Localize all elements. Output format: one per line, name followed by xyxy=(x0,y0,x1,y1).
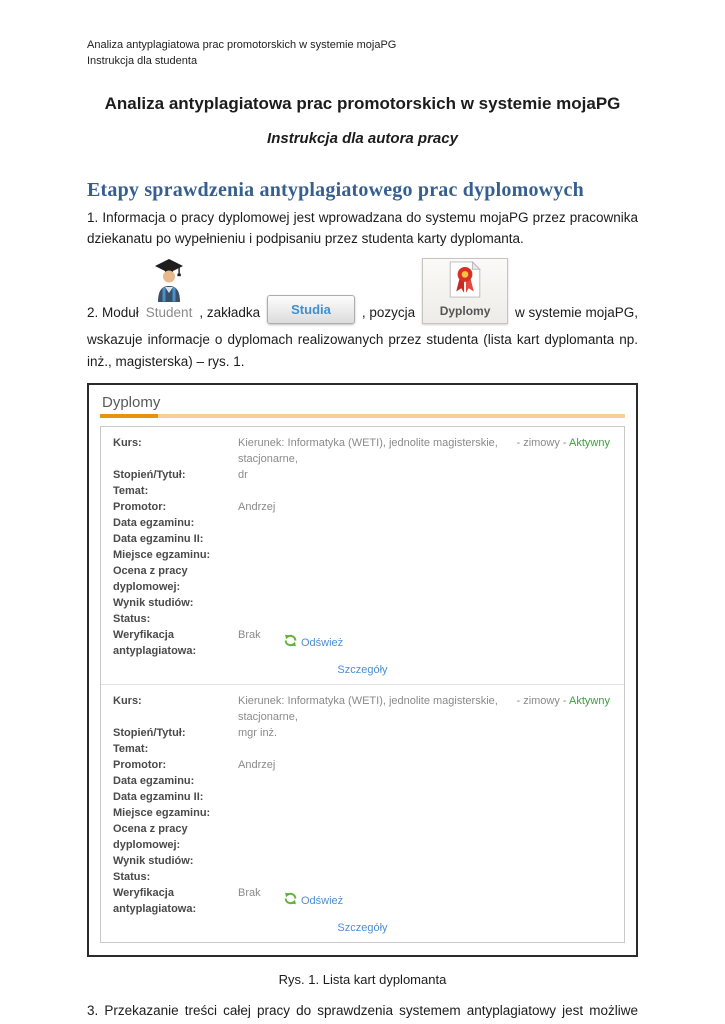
field-row: Wynik studiów: xyxy=(113,853,612,869)
details-link[interactable]: Szczegóły xyxy=(337,922,388,935)
student-module-label: Student xyxy=(145,305,193,321)
dyplomy-button-label: Dyplomy xyxy=(439,303,491,318)
field-row: Data egzaminu II: xyxy=(113,531,612,547)
diploma-records-box: Kurs: Kierunek: Informatyka (WETI), jedn… xyxy=(100,426,625,944)
field-label: Data egzaminu: xyxy=(113,775,195,788)
refresh-link[interactable]: Odśwież xyxy=(301,895,344,908)
status-active-badge: Aktywny xyxy=(569,437,610,450)
field-label: Weryfikacja antyplagiatowa: xyxy=(113,629,197,658)
paragraph-2-continuation: wskazuje informacje o dyplomach realizow… xyxy=(87,332,638,369)
field-row-weryfikacja: Weryfikacja antyplagiatowa: Brak Odśwież xyxy=(113,885,612,917)
field-row: Wynik studiów: xyxy=(113,595,612,611)
diploma-record-1: Kurs: Kierunek: Informatyka (WETI), jedn… xyxy=(101,427,624,684)
student-avatar-icon xyxy=(153,258,185,303)
paragraph-2-lead: 2. Moduł xyxy=(87,305,139,321)
field-row: Data egzaminu: xyxy=(113,773,612,789)
field-row: Promotor: Andrzej xyxy=(113,757,612,773)
course-status: - zimowy - Aktywny xyxy=(516,693,612,725)
details-link[interactable]: Szczegóły xyxy=(337,664,388,677)
field-label: Wynik studiów: xyxy=(113,855,194,868)
field-value: mgr inż. xyxy=(238,727,278,740)
semester-note: - zimowy - xyxy=(516,437,567,450)
verification-value: Brak xyxy=(238,887,261,900)
document-title: Analiza antyplagiatowa prac promotorskic… xyxy=(104,93,621,113)
field-row: Temat: xyxy=(113,741,612,757)
field-label: Temat: xyxy=(113,743,149,756)
field-label: Temat: xyxy=(113,485,149,498)
paragraph-3: 3. Przekazanie treści całej pracy do spr… xyxy=(87,1003,638,1019)
header-line-2: Instrukcja dla studenta xyxy=(87,54,198,67)
field-row: Miejsce egzaminu: xyxy=(113,805,612,821)
refresh-icon xyxy=(284,634,297,652)
field-value: Kierunek: Informatyka (WETI), jednolite … xyxy=(238,695,498,724)
verification-value: Brak xyxy=(238,629,261,642)
field-row-kurs: Kurs: Kierunek: Informatyka (WETI), jedn… xyxy=(113,693,612,725)
field-label: Wynik studiów: xyxy=(113,597,194,610)
field-row: Data egzaminu: xyxy=(113,515,612,531)
panel-accent-bar xyxy=(100,414,625,419)
studia-tab-button[interactable]: Studia xyxy=(267,295,355,325)
field-label: Ocena z pracy dyplomowej: xyxy=(113,565,188,594)
refresh-link[interactable]: Odśwież xyxy=(301,637,344,650)
panel-title: Dyplomy xyxy=(102,394,161,412)
field-label: Promotor: xyxy=(113,501,167,514)
document-subtitle: Instrukcja dla autora pracy xyxy=(267,129,458,147)
field-row: Status: xyxy=(113,869,612,885)
course-status: - zimowy - Aktywny xyxy=(516,435,612,467)
running-header: Analiza antyplagiatowa prac promotorskic… xyxy=(87,38,638,70)
field-row: Stopień/Tytuł: dr xyxy=(113,467,612,483)
field-label: Miejsce egzaminu: xyxy=(113,549,211,562)
field-label: Kurs: xyxy=(113,437,142,450)
field-value: Andrzej xyxy=(238,759,276,772)
field-label: Data egzaminu II: xyxy=(113,533,204,546)
field-label: Status: xyxy=(113,871,151,884)
refresh-icon xyxy=(284,892,297,910)
field-label: Stopień/Tytuł: xyxy=(113,727,186,740)
refresh-action[interactable]: Odśwież xyxy=(284,627,343,659)
field-row: Status: xyxy=(113,611,612,627)
figure-caption: Rys. 1. Lista kart dyplomanta xyxy=(278,972,447,988)
field-row: Temat: xyxy=(113,483,612,499)
field-row: Promotor: Andrzej xyxy=(113,499,612,515)
field-label: Promotor: xyxy=(113,759,167,772)
field-label: Weryfikacja antyplagiatowa: xyxy=(113,887,197,916)
header-line-1: Analiza antyplagiatowa prac promotorskic… xyxy=(87,39,397,51)
field-label: Data egzaminu II: xyxy=(113,791,204,804)
dyplomy-menu-button[interactable]: Dyplomy xyxy=(422,258,508,325)
field-label: Ocena z pracy dyplomowej: xyxy=(113,823,188,852)
field-row-weryfikacja: Weryfikacja antyplagiatowa: Brak Odśwież xyxy=(113,627,612,659)
semester-note: - zimowy - xyxy=(516,695,567,708)
field-label: Kurs: xyxy=(113,695,142,708)
details-row: Szczegóły xyxy=(113,920,612,936)
paragraph-2-inline-ui: 2. Moduł Student , zakładka Studia , poz… xyxy=(87,258,638,325)
paragraph-1: 1. Informacja o pracy dyplomowej jest wp… xyxy=(87,209,638,247)
field-label: Status: xyxy=(113,613,151,626)
student-module: Student xyxy=(145,259,193,324)
field-row-kurs: Kurs: Kierunek: Informatyka (WETI), jedn… xyxy=(113,435,612,467)
field-row: Stopień/Tytuł: mgr inż. xyxy=(113,725,612,741)
field-label: Miejsce egzaminu: xyxy=(113,807,211,820)
field-value: Andrzej xyxy=(238,501,276,514)
field-label: Data egzaminu: xyxy=(113,517,195,530)
field-row: Data egzaminu II: xyxy=(113,789,612,805)
details-row: Szczegóły xyxy=(113,662,612,678)
field-row: Ocena z pracy dyplomowej: xyxy=(113,563,612,595)
refresh-action[interactable]: Odśwież xyxy=(284,885,343,917)
paragraph-2-tail: w systemie mojaPG, xyxy=(514,305,638,321)
section-heading: Etapy sprawdzenia antyplagiatowego prac … xyxy=(87,178,584,201)
field-row: Miejsce egzaminu: xyxy=(113,547,612,563)
paragraph-2-mid1: , zakładka xyxy=(199,305,261,321)
diploma-rosette-icon xyxy=(449,260,481,301)
paragraph-2-mid2: , pozycja xyxy=(361,305,416,321)
diploma-record-2: Kurs: Kierunek: Informatyka (WETI), jedn… xyxy=(101,684,624,942)
field-value: Kierunek: Informatyka (WETI), jednolite … xyxy=(238,437,498,466)
field-value: dr xyxy=(238,469,248,482)
status-active-badge: Aktywny xyxy=(569,695,610,708)
field-row: Ocena z pracy dyplomowej: xyxy=(113,821,612,853)
field-label: Stopień/Tytuł: xyxy=(113,469,186,482)
figure-dyplomy-screenshot: Dyplomy Kurs: Kierunek: Informatyka (WET… xyxy=(87,383,638,958)
